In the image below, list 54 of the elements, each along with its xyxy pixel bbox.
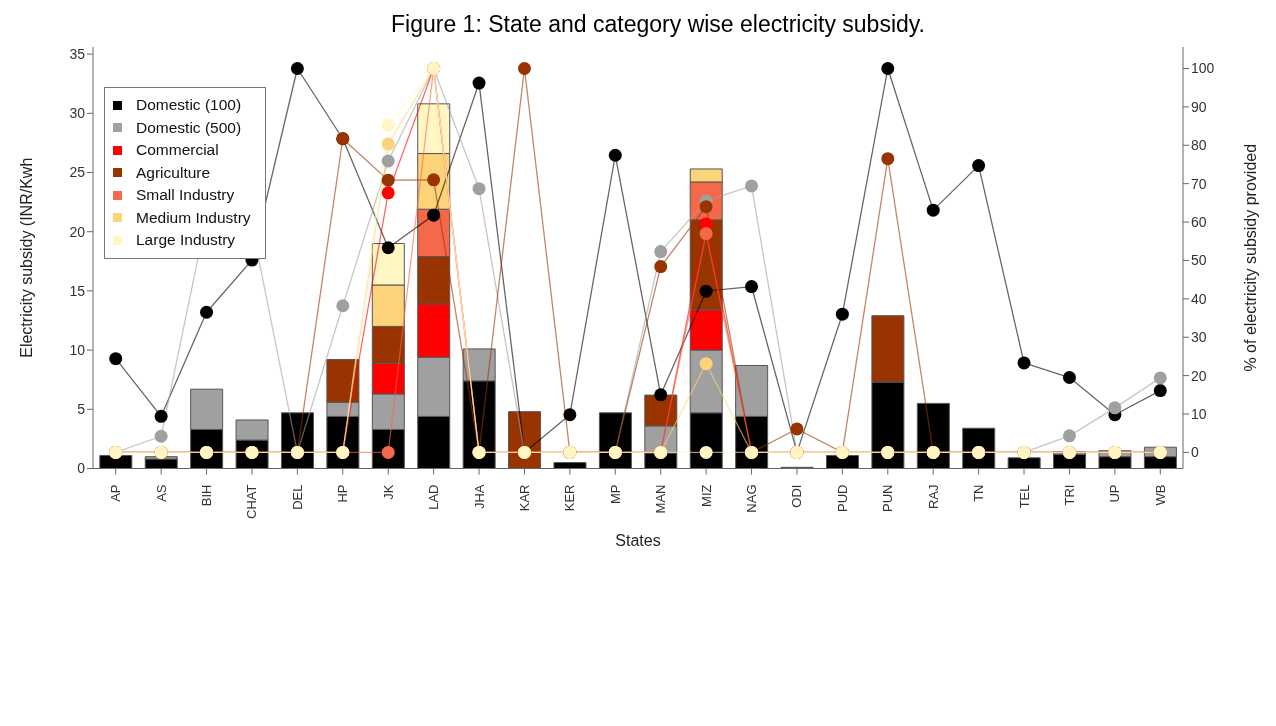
x-tick-label: KER <box>562 484 578 512</box>
y2-tick-label: 0 <box>1191 444 1199 461</box>
x-tick-label: PUD <box>834 484 850 512</box>
x-tick-label: PUN <box>880 484 896 512</box>
y-tick-label: 15 <box>69 282 86 299</box>
legend-label: Large Industry <box>136 231 236 250</box>
legend-label: Commercial <box>136 141 219 160</box>
y2-tick-label: 30 <box>1191 329 1207 346</box>
x-tick-label: AP <box>108 484 124 502</box>
x-tick-label: ODI <box>789 484 805 508</box>
y2-tick-label: 90 <box>1191 98 1207 115</box>
x-tick-label: LAD <box>426 484 442 510</box>
legend-label: Domestic (500) <box>136 118 242 137</box>
y2-axis-title: % of electricity subsidy provided <box>1241 143 1259 372</box>
legend-label: Agriculture <box>136 163 211 182</box>
y2-tick-label: 80 <box>1191 137 1207 154</box>
x-tick-label: TRI <box>1061 484 1077 506</box>
y2-tick-label: 50 <box>1191 252 1207 269</box>
x-axis-title: States <box>615 531 661 549</box>
y-tick-label: 20 <box>69 223 86 240</box>
y2-tick-label: 70 <box>1191 175 1207 192</box>
x-tick-label: KAR <box>516 484 532 512</box>
x-tick-label: AS <box>153 484 169 502</box>
y-tick-label: 0 <box>77 460 86 477</box>
y-tick-label: 30 <box>69 105 86 122</box>
x-tick-label: HP <box>335 484 351 503</box>
y2-tick-label: 100 <box>1191 60 1215 77</box>
y2-tick-label: 20 <box>1191 367 1207 384</box>
y2-tick-label: 10 <box>1191 405 1207 422</box>
x-tick-label: BIH <box>199 484 215 507</box>
y2-tick-label: 40 <box>1191 290 1207 307</box>
legend-label: Small Industry <box>136 186 235 205</box>
x-tick-label: JHA <box>471 484 487 510</box>
x-tick-label: TEL <box>1016 484 1032 509</box>
x-tick-label: MAN <box>653 484 669 514</box>
legend-label: Medium Industry <box>136 208 251 227</box>
x-tick-label: CHAT <box>244 484 260 519</box>
x-tick-label: MIZ <box>698 484 714 507</box>
x-tick-label: RAJ <box>925 484 941 510</box>
y-tick-label: 35 <box>69 46 86 63</box>
y-tick-label: 5 <box>77 401 86 418</box>
chart-title: Figure 1: State and category wise electricity subsidy. <box>390 10 926 39</box>
x-tick-label: WB <box>1152 484 1168 506</box>
x-tick-label: NAG <box>744 484 760 513</box>
x-tick-label: JK <box>380 484 396 500</box>
y-tick-label: 25 <box>69 164 86 181</box>
x-tick-label: MP <box>607 484 623 504</box>
legend-label: Domestic (100) <box>136 96 242 115</box>
y-tick-label: 10 <box>69 342 86 359</box>
x-tick-label: TN <box>971 484 987 502</box>
x-tick-label: UP <box>1107 484 1123 503</box>
y-axis-title: Electricity subsidy (INR/Kwh <box>17 157 35 358</box>
x-tick-label: DEL <box>289 484 305 510</box>
y2-tick-label: 60 <box>1191 214 1207 231</box>
